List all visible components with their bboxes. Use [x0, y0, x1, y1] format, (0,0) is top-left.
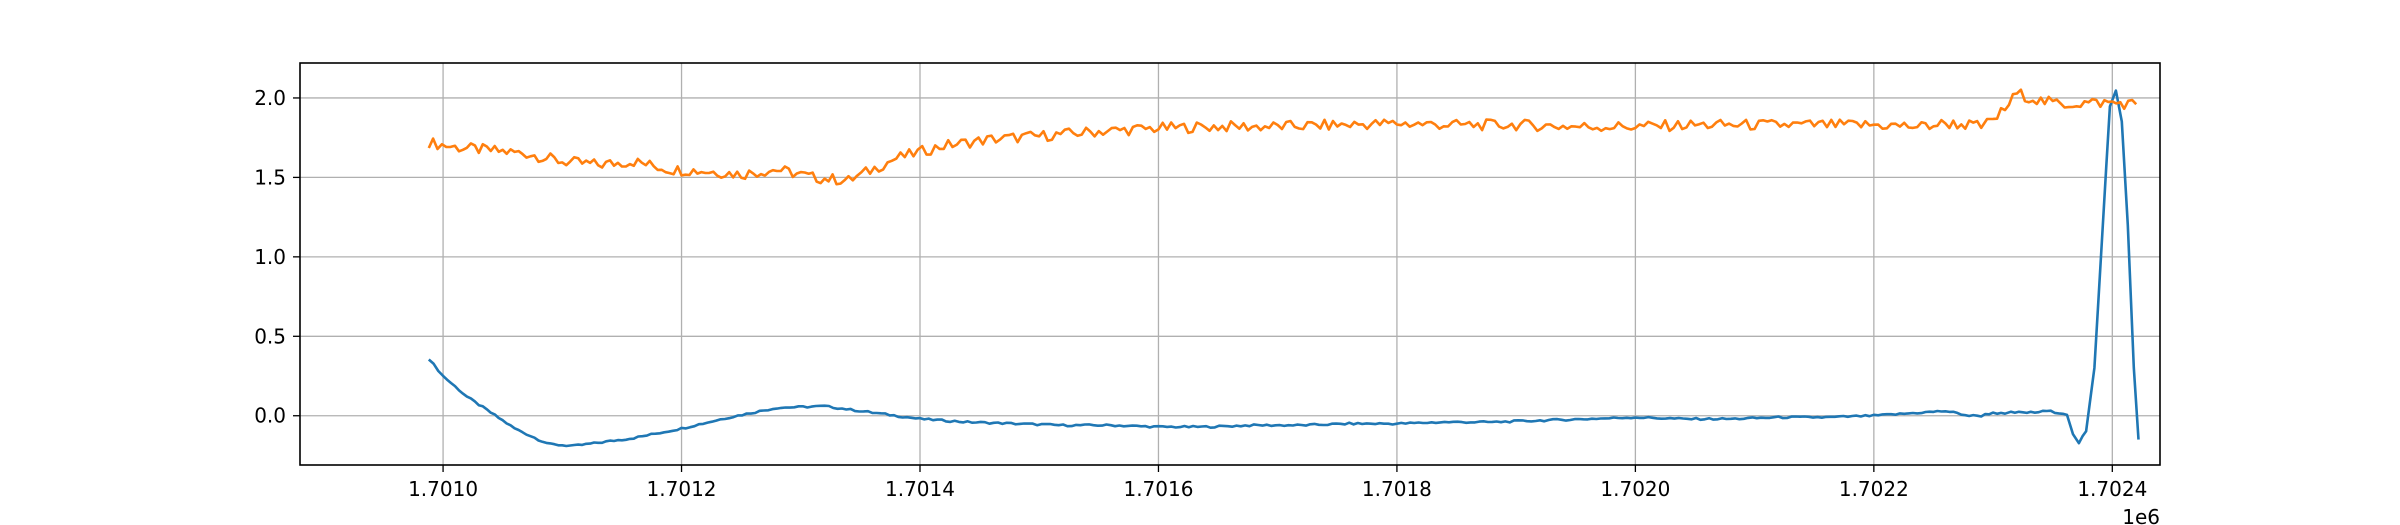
x-tick-label: 1.7024 — [2077, 477, 2147, 501]
y-tick-label: 0.0 — [254, 404, 286, 428]
series-line-1 — [427, 89, 2140, 448]
x-tick-label: 1.7020 — [1600, 477, 1670, 501]
plot-frame — [299, 62, 2161, 466]
y-tick-label: 0.5 — [254, 324, 286, 348]
x-tick-label: 1.7016 — [1123, 477, 1193, 501]
y-tick-label: 2.0 — [254, 86, 286, 110]
x-tick-label: 1.7010 — [408, 477, 478, 501]
x-tick-label: 1.7014 — [885, 477, 955, 501]
x-axis-offset-label: 1e6 — [2122, 505, 2160, 525]
axis-ticks: 1.7010 1.7012 1.7014 1.7016 1.7018 1.7020 1.70… — [254, 86, 2147, 501]
x-tick-label: 1.7012 — [647, 477, 717, 501]
series-line-2 — [427, 88, 2138, 186]
x-tick-label: 1.7018 — [1362, 477, 1432, 501]
x-tick-label: 1.7022 — [1839, 477, 1909, 501]
y-tick-label: 1.0 — [254, 245, 286, 269]
series-layer — [427, 88, 2140, 448]
y-tick-label: 1.5 — [254, 165, 286, 189]
